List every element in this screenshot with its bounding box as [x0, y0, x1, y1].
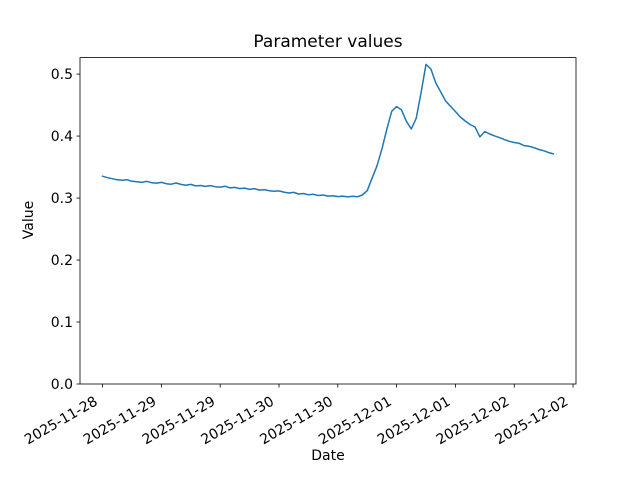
- y-tick-label: 0.0: [51, 377, 73, 393]
- plot-border: [79, 57, 577, 385]
- chart-title: Parameter values: [253, 32, 402, 52]
- y-tick-label: 0.5: [51, 67, 73, 83]
- y-axis-label: Value: [21, 201, 37, 239]
- plot-area: 2025-11-282025-11-292025-11-292025-11-30…: [22, 57, 577, 448]
- y-tick-label: 0.3: [51, 191, 73, 207]
- y-tick-label: 0.1: [51, 315, 73, 331]
- y-tick-label: 0.2: [51, 253, 73, 269]
- y-tick-label: 0.4: [51, 129, 73, 145]
- series-line: [101, 63, 555, 198]
- x-axis-label: Date: [311, 448, 344, 464]
